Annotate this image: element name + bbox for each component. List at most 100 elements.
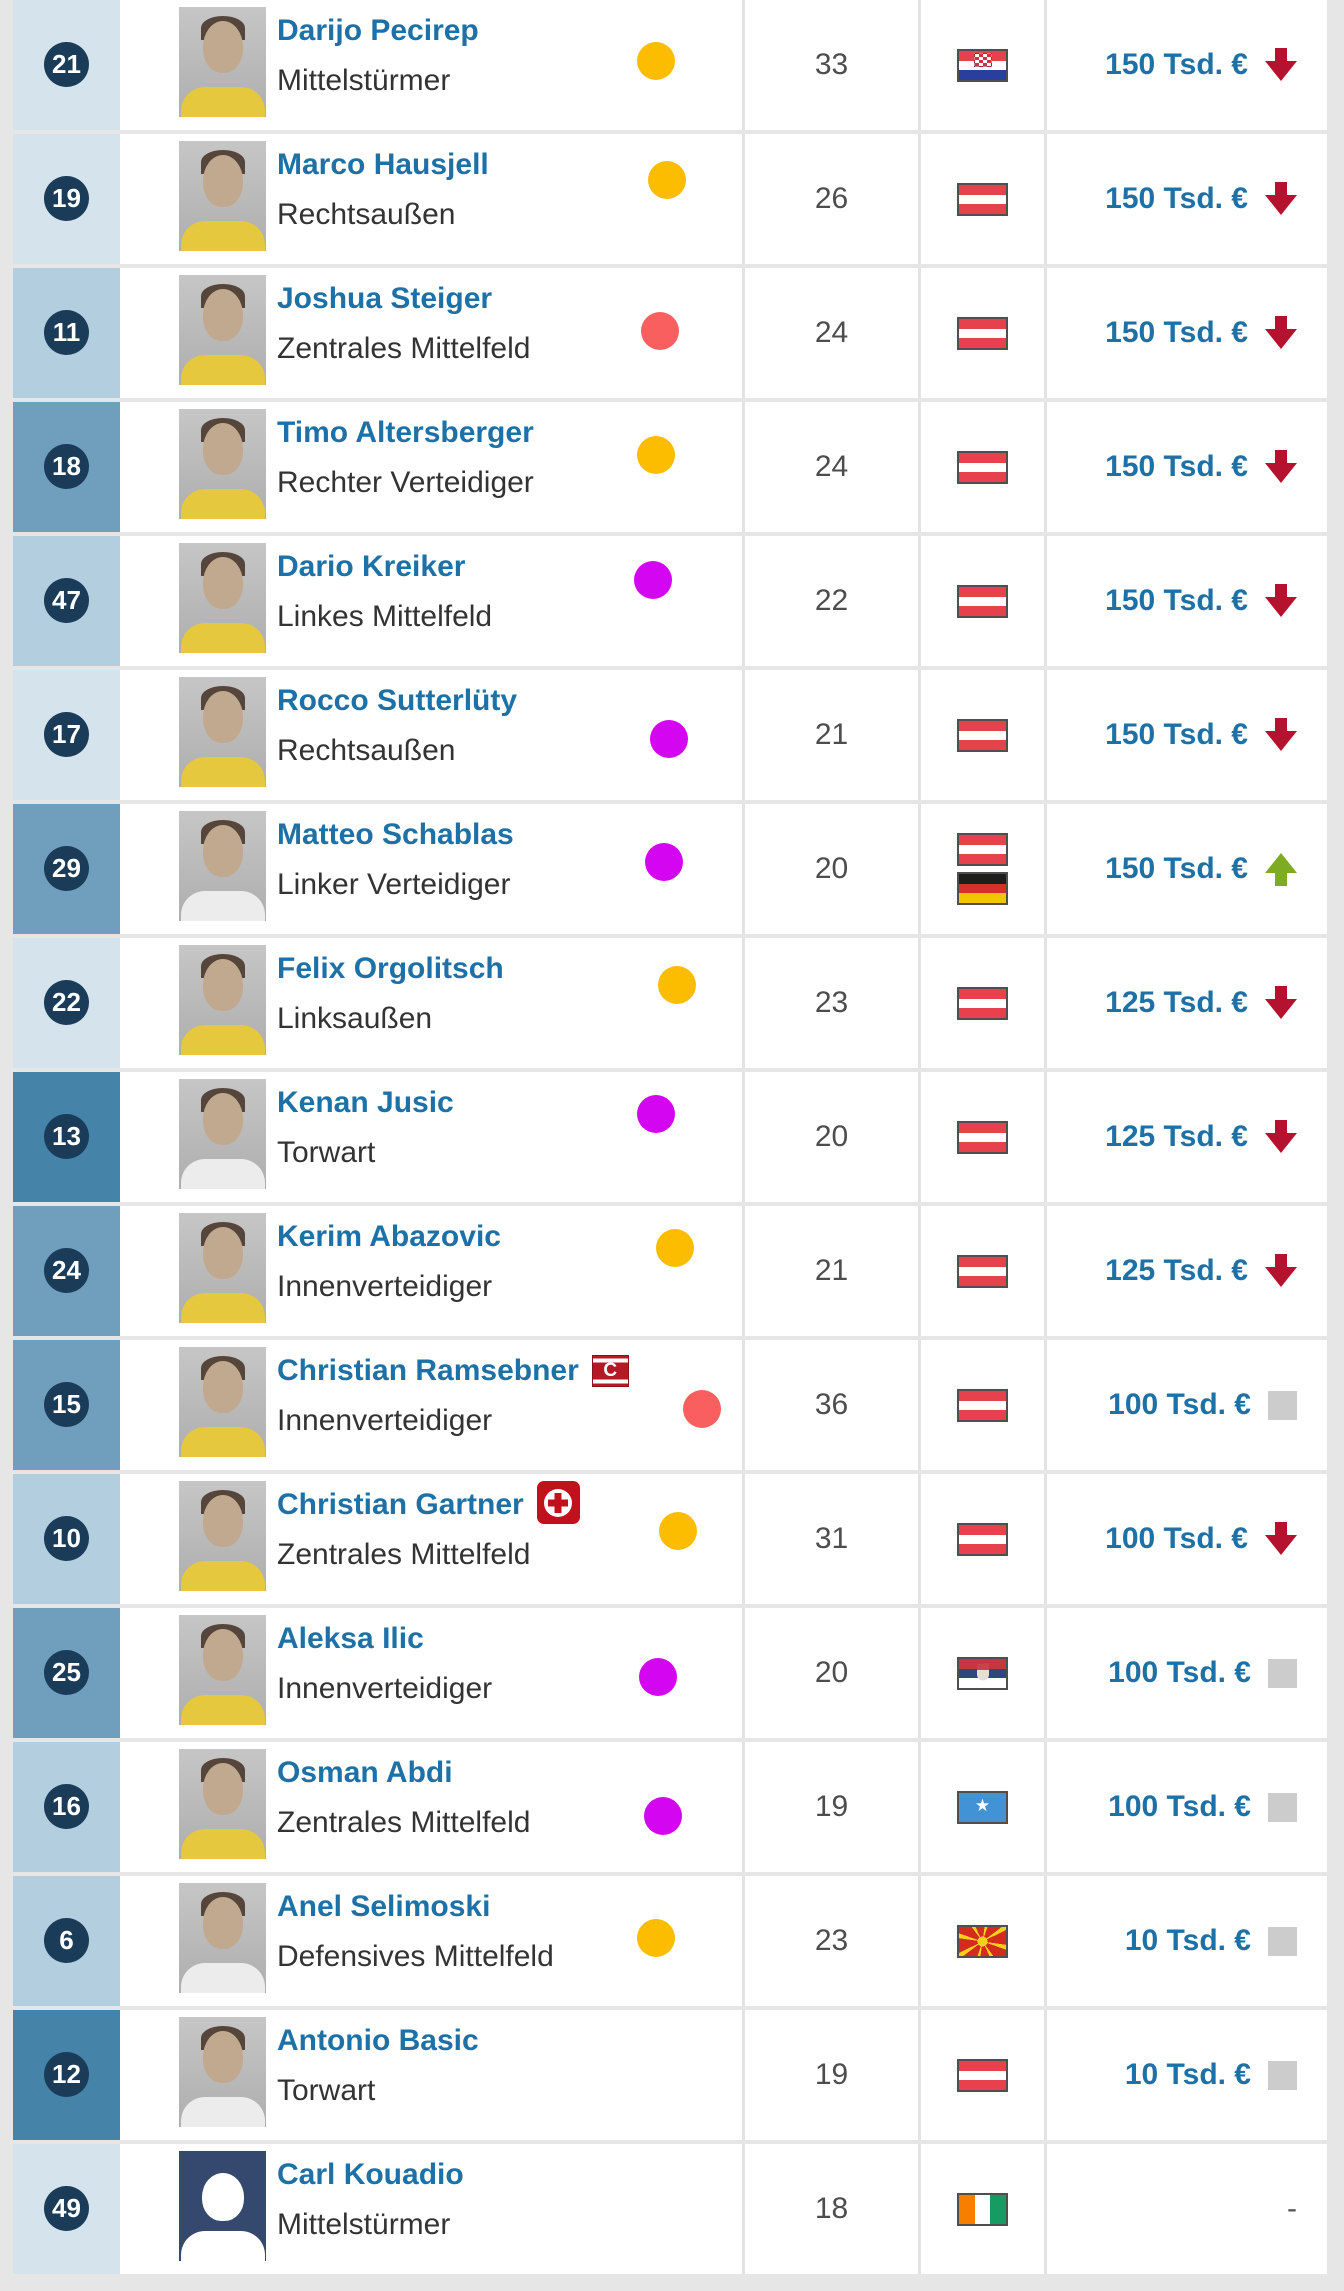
- shirt-number: 13: [44, 1114, 89, 1159]
- player-name-link[interactable]: Antonio Basic: [277, 2024, 479, 2057]
- player-name-link[interactable]: Osman Abdi: [277, 1756, 453, 1789]
- player-name-link[interactable]: Carl Kouadio: [277, 2158, 464, 2191]
- market-value-link[interactable]: 125 Tsd. €: [1105, 1120, 1248, 1153]
- player-name-link[interactable]: Dario Kreiker: [277, 550, 466, 583]
- market-value-link[interactable]: 150 Tsd. €: [1105, 852, 1248, 885]
- player-name-line: Carl Kouadio: [277, 2154, 464, 2196]
- shirt-number-cell: 12: [13, 2010, 120, 2140]
- market-value-link[interactable]: 10 Tsd. €: [1124, 1924, 1251, 1957]
- player-photo[interactable]: [179, 1883, 266, 1993]
- column-divider: [918, 268, 921, 398]
- shirt-number-cell: 29: [13, 804, 120, 934]
- market-value-link[interactable]: 125 Tsd. €: [1105, 986, 1248, 1019]
- column-divider: [742, 402, 745, 532]
- player-name-line: Kenan Jusic: [277, 1082, 454, 1124]
- player-row: 21 Darijo Pecirep Mittelstürmer 33 150 T…: [13, 0, 1327, 130]
- player-row: 49 Carl Kouadio Mittelstürmer 18 -: [13, 2144, 1327, 2274]
- trend-slot: [1265, 48, 1297, 82]
- player-photo[interactable]: [179, 1749, 266, 1859]
- market-value-cell: 100 Tsd. €: [1046, 1474, 1327, 1604]
- market-value-link[interactable]: 150 Tsd. €: [1105, 450, 1248, 483]
- austria-flag-icon: [957, 1120, 1008, 1154]
- player-name-link[interactable]: Matteo Schablas: [277, 818, 514, 851]
- market-value-link[interactable]: 150 Tsd. €: [1105, 182, 1248, 215]
- player-photo[interactable]: [179, 677, 266, 787]
- shirt-number: 16: [44, 1784, 89, 1829]
- column-divider: [1044, 134, 1047, 264]
- shirt-number-cell: 16: [13, 1742, 120, 1872]
- player-row: 10 Christian Gartner Zentrales Mittelfel…: [13, 1474, 1327, 1604]
- shirt-number: 21: [44, 42, 89, 87]
- market-value-link[interactable]: 10 Tsd. €: [1124, 2058, 1251, 2091]
- player-name-link[interactable]: Marco Hausjell: [277, 148, 489, 181]
- market-value-link[interactable]: 150 Tsd. €: [1105, 718, 1248, 751]
- player-photo[interactable]: [179, 141, 266, 251]
- market-value-link[interactable]: 100 Tsd. €: [1108, 1656, 1251, 1689]
- player-age: 24: [814, 450, 849, 483]
- player-photo[interactable]: [179, 7, 266, 117]
- player-photo[interactable]: [179, 945, 266, 1055]
- player-name-link[interactable]: Darijo Pecirep: [277, 14, 479, 47]
- player-name-link[interactable]: Christian Gartner: [277, 1488, 524, 1521]
- market-value-link[interactable]: 100 Tsd. €: [1108, 1388, 1251, 1421]
- shirt-number-cell: 10: [13, 1474, 120, 1604]
- trend-slot: [1265, 1120, 1297, 1154]
- player-photo[interactable]: [179, 1213, 266, 1323]
- player-photo[interactable]: [179, 543, 266, 653]
- market-value-cell: 10 Tsd. €: [1046, 2010, 1327, 2140]
- player-name-link[interactable]: Felix Orgolitsch: [277, 952, 504, 985]
- column-divider: [742, 536, 745, 666]
- player-photo[interactable]: [179, 275, 266, 385]
- market-value-link[interactable]: 150 Tsd. €: [1105, 48, 1248, 81]
- player-name-link[interactable]: Timo Altersberger: [277, 416, 534, 449]
- photo-jersey-shape: [180, 1561, 265, 1591]
- shirt-number-cell: 24: [13, 1206, 120, 1336]
- player-name-line: Aleksa Ilic: [277, 1618, 424, 1660]
- player-name-link[interactable]: Aleksa Ilic: [277, 1622, 424, 1655]
- player-photo[interactable]: [179, 2017, 266, 2127]
- trend-slot: [1268, 2060, 1297, 2090]
- trend-slot: [1265, 852, 1297, 886]
- market-value-cell: 150 Tsd. €: [1046, 536, 1327, 666]
- player-name-link[interactable]: Joshua Steiger: [277, 282, 493, 315]
- nationality-flags: [921, 268, 1044, 398]
- photo-head-shape: [202, 1495, 243, 1547]
- trend-slot: [1265, 316, 1297, 350]
- player-photo[interactable]: [179, 2151, 266, 2261]
- column-divider: [742, 1608, 745, 1738]
- player-name-link[interactable]: Kerim Abazovic: [277, 1220, 501, 1253]
- player-photo[interactable]: [179, 409, 266, 519]
- nationality-flags: [921, 1742, 1044, 1872]
- player-photo[interactable]: [179, 811, 266, 921]
- market-value-link[interactable]: 125 Tsd. €: [1105, 1254, 1248, 1287]
- player-photo[interactable]: [179, 1615, 266, 1725]
- trend-slot: [1268, 1658, 1297, 1688]
- player-row: 6 Anel Selimoski Defensives Mittelfeld 2…: [13, 1876, 1327, 2006]
- photo-jersey-shape: [180, 623, 265, 653]
- nationality-flags: [921, 670, 1044, 800]
- player-row: 18 Timo Altersberger Rechter Verteidiger…: [13, 402, 1327, 532]
- market-value-link[interactable]: 100 Tsd. €: [1105, 1522, 1248, 1555]
- player-name-link[interactable]: Kenan Jusic: [277, 1086, 454, 1119]
- player-photo[interactable]: [179, 1347, 266, 1457]
- market-value-link[interactable]: 150 Tsd. €: [1105, 584, 1248, 617]
- player-name-line: Dario Kreiker: [277, 546, 465, 588]
- player-position: Innenverteidiger: [277, 1672, 493, 1705]
- column-divider: [918, 134, 921, 264]
- market-value-link[interactable]: 150 Tsd. €: [1105, 316, 1248, 349]
- player-name-link[interactable]: Anel Selimoski: [277, 1890, 491, 1923]
- market-value-link[interactable]: -: [1287, 2192, 1297, 2225]
- market-value-link[interactable]: 100 Tsd. €: [1108, 1790, 1251, 1823]
- player-photo[interactable]: [179, 1079, 266, 1189]
- player-name-link[interactable]: Rocco Sutterlüty: [277, 684, 518, 717]
- market-value-cell: 100 Tsd. €: [1046, 1340, 1327, 1470]
- player-name-link[interactable]: Christian Ramsebner: [277, 1354, 579, 1387]
- austria-flag-icon: [957, 182, 1008, 216]
- column-divider: [742, 268, 745, 398]
- player-age: 33: [814, 48, 849, 81]
- player-photo[interactable]: [179, 1481, 266, 1591]
- nationality-flags: [921, 1474, 1044, 1604]
- status-dot-icon: [659, 1512, 697, 1550]
- player-row: 16 Osman Abdi Zentrales Mittelfeld 19 10…: [13, 1742, 1327, 1872]
- austria-flag-icon: [957, 584, 1008, 618]
